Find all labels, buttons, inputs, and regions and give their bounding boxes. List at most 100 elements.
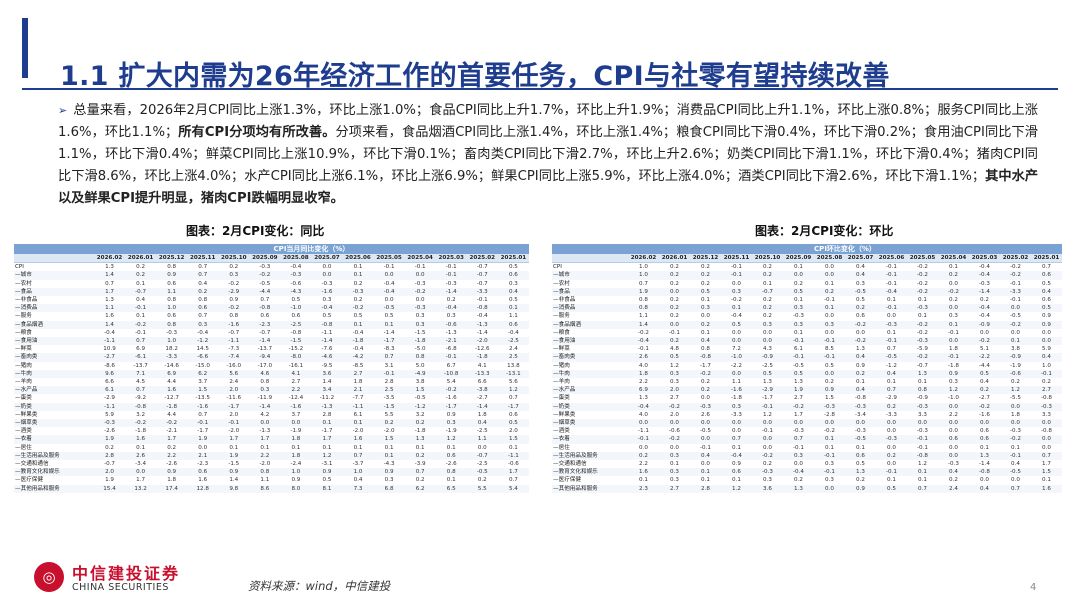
yoy-value-cell: -1.8: [466, 353, 498, 362]
mom-value-cell: -5.5: [1010, 395, 1021, 402]
yoy-value-cell: -7.6: [321, 346, 333, 353]
mom-value-cell: 0.5: [856, 461, 865, 468]
yoy-value-cell: -0.1: [218, 419, 250, 428]
title-divider: [22, 88, 1058, 90]
yoy-value-cell: -2.7: [94, 353, 126, 362]
mom-value-cell: 0.3: [670, 379, 679, 386]
table-row: —食品 1.7 -0.7 1.1 0.2 -2.9 -4.4 -4.3 -1.6 -0.3 -0.4…: [14, 287, 529, 297]
yoy-value-cell: 0.9: [156, 468, 188, 477]
yoy-value-cell: 0.3: [384, 477, 394, 484]
yoy-value-cell: 4.1: [477, 362, 487, 369]
mom-value-cell: 2.7: [1031, 386, 1062, 395]
mom-value-cell: 4.0: [639, 411, 648, 418]
yoy-value-cell: -7.4: [218, 353, 250, 362]
yoy-row-label: —水产品: [14, 386, 94, 395]
yoy-value-cell: 6.8: [373, 484, 405, 493]
yoy-value-cell: -0.1: [445, 264, 457, 271]
mom-value-cell: 0.2: [690, 386, 721, 395]
mom-value-cell: -0.3: [979, 280, 990, 287]
paragraph-bold-1: 所有CPI分项均有所改善。: [178, 125, 336, 140]
mom-date-header: 2025.11: [721, 254, 752, 264]
mom-value-cell: 0.7: [783, 435, 814, 444]
mom-date-header: 2025.06: [876, 254, 907, 264]
yoy-value-cell: 0.7: [404, 468, 436, 477]
yoy-value-cell: 0.3: [435, 419, 467, 428]
mom-value-cell: 0.4: [969, 484, 1000, 493]
table-row: —鲜菜 10.9 6.9 18.2 14.5 -7.3 -13.7 -15.2 -7.6 -0.4…: [14, 345, 529, 353]
mom-value-cell: -2.8: [824, 411, 835, 418]
yoy-value-cell: 6.5: [435, 484, 467, 493]
mom-table-container: CPI环比变化（%） 2026.02 2026.01 2025.12 2025.11 2…: [552, 244, 1062, 493]
mom-value-cell: 0.3: [752, 320, 783, 329]
mom-value-cell: 0.0: [814, 369, 845, 379]
mom-value-cell: -0.5: [793, 362, 804, 369]
paragraph-bold-2: 其中水产以及鲜果CPI提升明显，猪肉CPI跌幅明显收窄。: [58, 169, 1039, 206]
yoy-value-cell: 0.1: [353, 264, 363, 271]
mom-value-cell: 0.9: [814, 386, 845, 395]
mom-value-cell: 1.2: [763, 411, 772, 418]
yoy-value-cell: -1.1: [94, 402, 126, 411]
yoy-value-cell: -1.3: [259, 428, 271, 435]
yoy-value-cell: -1.1: [342, 402, 374, 411]
yoy-value-cell: -0.7: [466, 451, 498, 461]
mom-value-cell: 0.2: [670, 313, 679, 320]
mom-value-cell: -0.2: [907, 271, 938, 280]
yoy-value-cell: -11.2: [319, 395, 335, 402]
yoy-row-label: —食品: [14, 287, 94, 297]
mom-value-cell: 0.0: [1031, 435, 1062, 444]
logo-english-name: CHINA SECURITIES: [72, 582, 169, 593]
mom-value-cell: -0.1: [876, 271, 907, 280]
table-row: —牛肉 1.8 0.3 -0.2 0.0 0.5 0.5 0.0 0.2 0.4 1.3 0.9 0.5…: [552, 369, 1062, 379]
mom-value-cell: 0.5: [690, 287, 721, 297]
mom-value-cell: 1.3: [639, 395, 648, 402]
mom-value-cell: -0.8: [969, 468, 1000, 477]
yoy-value-cell: 0.0: [322, 264, 332, 271]
yoy-value-cell: 0.3: [322, 297, 332, 304]
mom-value-cell: 0.1: [918, 477, 927, 484]
mom-value-cell: 0.9: [732, 461, 741, 468]
yoy-value-cell: -3.3: [156, 353, 188, 362]
mom-value-cell: 0.1: [856, 444, 865, 451]
table-row: —牛肉 9.6 7.1 6.9 6.2 5.6 4.6 4.1 3.6 2.7 -0.1 -4.9 -1…: [14, 369, 529, 379]
mom-value-cell: -0.1: [783, 337, 814, 346]
mom-value-cell: -0.1: [948, 329, 959, 336]
yoy-value-cell: -11.6: [226, 395, 242, 402]
mom-value-cell: 0.0: [752, 435, 783, 444]
yoy-date-header: 2025.03: [435, 254, 467, 264]
yoy-value-cell: 4.2: [260, 411, 270, 418]
yoy-value-cell: 1.5: [373, 435, 405, 444]
yoy-row-label: —蛋类: [15, 395, 32, 402]
yoy-value-cell: -0.2: [249, 271, 281, 280]
table-row: —粮食 -0.4 -0.1 -0.3 -0.4 -0.7 -0.7 -0.8 -1.1 -0.4 -…: [14, 329, 529, 337]
table-row: —烟草类 0.0 0.0 0.0 0.0 0.0 0.0 0.0 0.0 0.0 0.0 0.0 0.0…: [552, 419, 1062, 428]
yoy-value-cell: 1.1: [508, 313, 518, 320]
mom-value-cell: 0.3: [659, 451, 690, 461]
mom-value-cell: 1.2: [721, 484, 752, 493]
mom-value-cell: -0.5: [1010, 313, 1021, 320]
mom-value-cell: -0.8: [855, 395, 866, 402]
yoy-value-cell: 0.7: [342, 451, 374, 461]
mom-value-cell: -0.4: [979, 264, 990, 271]
yoy-value-cell: -4.2: [342, 353, 374, 362]
yoy-value-cell: -1.7: [197, 428, 209, 435]
yoy-value-cell: 1.1: [260, 477, 270, 484]
mom-value-cell: -0.3: [845, 402, 876, 411]
mom-value-cell: -0.4: [721, 451, 752, 461]
yoy-value-cell: -2.5: [476, 428, 488, 435]
yoy-value-cell: 1.8: [280, 435, 312, 444]
yoy-value-cell: -0.2: [156, 419, 188, 428]
mom-value-cell: 0.4: [690, 337, 721, 346]
yoy-value-cell: -2.6: [445, 461, 457, 468]
yoy-value-cell: 0.8: [404, 353, 436, 362]
table-row: —蛋类 -2.9 -9.2 -12.7 -13.5 -11.6 -11.9 -12.4 -11.…: [14, 394, 529, 402]
mom-value-cell: 0.1: [825, 444, 834, 451]
table-row: —交通和通信 2.2 0.1 0.0 0.9 0.2 0.0 0.3 0.5 0.0 1.2 -0.3…: [552, 460, 1062, 468]
yoy-value-cell: 0.7: [373, 353, 405, 362]
yoy-value-cell: 1.4: [229, 477, 239, 484]
mom-value-cell: 0.9: [1042, 313, 1051, 320]
mom-date-header: 2025.10: [752, 254, 783, 264]
yoy-value-cell: 0.2: [229, 264, 239, 271]
yoy-value-cell: -1.4: [466, 402, 498, 411]
mom-value-cell: -0.3: [876, 435, 907, 444]
yoy-value-cell: 8.0: [280, 484, 312, 493]
